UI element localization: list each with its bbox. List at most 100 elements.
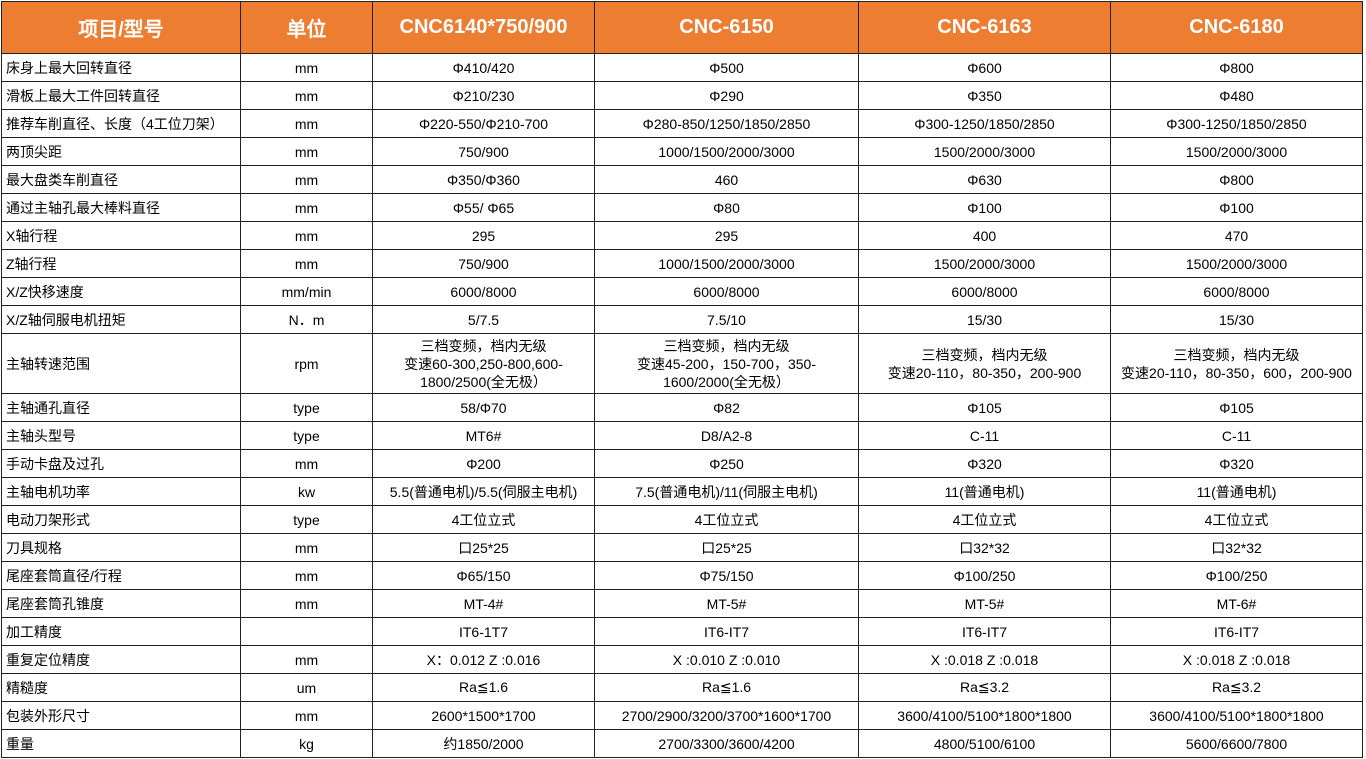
unit-cell[interactable]: mm — [240, 109, 373, 138]
cnc6180-cell[interactable]: Φ800 — [1110, 53, 1363, 82]
item-cell[interactable]: X/Z快移速度 — [1, 277, 241, 306]
item-cell[interactable]: 手动卡盘及过孔 — [1, 449, 241, 478]
cnc6180-cell[interactable]: IT6-IT7 — [1110, 617, 1363, 646]
item-cell[interactable]: 通过主轴孔最大棒料直径 — [1, 193, 241, 222]
cnc6140-cell[interactable]: Φ200 — [372, 449, 595, 478]
cnc6180-cell[interactable]: 三档变频，档内无级 变速20-110，80-350，600，200-900 — [1110, 333, 1363, 394]
header-unit[interactable]: 单位 — [240, 1, 373, 54]
cnc6140-cell[interactable]: 2600*1500*1700 — [372, 701, 595, 730]
cnc6180-cell[interactable]: 3600/4100/5100*1800*1800 — [1110, 701, 1363, 730]
cnc6140-cell[interactable]: 约1850/2000 — [372, 729, 595, 758]
cnc6140-cell[interactable]: MT6# — [372, 421, 595, 450]
cnc6180-cell[interactable]: 1500/2000/3000 — [1110, 137, 1363, 166]
cnc6140-cell[interactable]: IT6-1T7 — [372, 617, 595, 646]
cnc6180-cell[interactable]: Φ300-1250/1850/2850 — [1110, 109, 1363, 138]
header-model-6180[interactable]: CNC-6180 — [1110, 1, 1363, 54]
item-cell[interactable]: 推荐车削直径、长度（4工位刀架） — [1, 109, 241, 138]
item-cell[interactable]: 精糙度 — [1, 673, 241, 702]
cnc6163-cell[interactable]: 口32*32 — [858, 533, 1111, 562]
cnc6180-cell[interactable]: MT-6# — [1110, 589, 1363, 618]
cnc6163-cell[interactable]: IT6-IT7 — [858, 617, 1111, 646]
cnc6180-cell[interactable]: 5600/6600/7800 — [1110, 729, 1363, 758]
cnc6163-cell[interactable]: 15/30 — [858, 305, 1111, 334]
cnc6140-cell[interactable]: 750/900 — [372, 249, 595, 278]
cnc6180-cell[interactable]: C-11 — [1110, 421, 1363, 450]
cnc6150-cell[interactable]: MT-5# — [594, 589, 859, 618]
header-model-6163[interactable]: CNC-6163 — [858, 1, 1111, 54]
cnc6150-cell[interactable]: 7.5(普通电机)/11(伺服主电机) — [594, 477, 859, 506]
cnc6140-cell[interactable]: 口25*25 — [372, 533, 595, 562]
cnc6150-cell[interactable]: 4工位立式 — [594, 505, 859, 534]
cnc6180-cell[interactable]: 11(普通电机) — [1110, 477, 1363, 506]
item-cell[interactable]: 包装外形尺寸 — [1, 701, 241, 730]
cnc6150-cell[interactable]: 1000/1500/2000/3000 — [594, 249, 859, 278]
cnc6150-cell[interactable]: D8/A2-8 — [594, 421, 859, 450]
item-cell[interactable]: Z轴行程 — [1, 249, 241, 278]
unit-cell[interactable]: type — [240, 421, 373, 450]
cnc6140-cell[interactable]: 6000/8000 — [372, 277, 595, 306]
item-cell[interactable]: 主轴通孔直径 — [1, 393, 241, 422]
cnc6150-cell[interactable]: 460 — [594, 165, 859, 194]
cnc6163-cell[interactable]: 4工位立式 — [858, 505, 1111, 534]
item-cell[interactable]: 最大盘类车削直径 — [1, 165, 241, 194]
unit-cell[interactable]: type — [240, 393, 373, 422]
item-cell[interactable]: 重量 — [1, 729, 241, 758]
unit-cell[interactable]: kg — [240, 729, 373, 758]
item-cell[interactable]: 两顶尖距 — [1, 137, 241, 166]
cnc6163-cell[interactable]: MT-5# — [858, 589, 1111, 618]
cnc6150-cell[interactable]: Φ82 — [594, 393, 859, 422]
unit-cell[interactable]: mm/min — [240, 277, 373, 306]
cnc6163-cell[interactable]: Φ630 — [858, 165, 1111, 194]
unit-cell[interactable]: um — [240, 673, 373, 702]
cnc6150-cell[interactable]: 三档变频，档内无级 变速45-200，150-700，350- 1600/200… — [594, 333, 859, 394]
cnc6163-cell[interactable]: Φ100 — [858, 193, 1111, 222]
item-cell[interactable]: 主轴头型号 — [1, 421, 241, 450]
cnc6140-cell[interactable]: 295 — [372, 221, 595, 250]
cnc6140-cell[interactable]: Φ55/ Φ65 — [372, 193, 595, 222]
cnc6163-cell[interactable]: 三档变频，档内无级 变速20-110，80-350，200-900 — [858, 333, 1111, 394]
cnc6140-cell[interactable]: X：0.012 Z :0.016 — [372, 645, 595, 674]
item-cell[interactable]: 重复定位精度 — [1, 645, 241, 674]
unit-cell[interactable]: mm — [240, 53, 373, 82]
cnc6140-cell[interactable]: Ra≦1.6 — [372, 673, 595, 702]
cnc6150-cell[interactable]: Φ500 — [594, 53, 859, 82]
cnc6150-cell[interactable]: Φ75/150 — [594, 561, 859, 590]
cnc6163-cell[interactable]: Φ350 — [858, 81, 1111, 110]
cnc6180-cell[interactable]: 4工位立式 — [1110, 505, 1363, 534]
cnc6180-cell[interactable]: 1500/2000/3000 — [1110, 249, 1363, 278]
item-cell[interactable]: 主轴电机功率 — [1, 477, 241, 506]
cnc6180-cell[interactable]: Ra≦3.2 — [1110, 673, 1363, 702]
cnc6150-cell[interactable]: IT6-IT7 — [594, 617, 859, 646]
cnc6140-cell[interactable]: 5.5(普通电机)/5.5(伺服主电机) — [372, 477, 595, 506]
cnc6150-cell[interactable]: 2700/3300/3600/4200 — [594, 729, 859, 758]
unit-cell[interactable]: rpm — [240, 333, 373, 394]
item-cell[interactable]: 加工精度 — [1, 617, 241, 646]
unit-cell[interactable]: mm — [240, 137, 373, 166]
cnc6150-cell[interactable]: Φ250 — [594, 449, 859, 478]
cnc6180-cell[interactable]: Φ480 — [1110, 81, 1363, 110]
item-cell[interactable]: 床身上最大回转直径 — [1, 53, 241, 82]
unit-cell[interactable]: type — [240, 505, 373, 534]
item-cell[interactable]: X轴行程 — [1, 221, 241, 250]
cnc6150-cell[interactable]: 295 — [594, 221, 859, 250]
unit-cell[interactable]: mm — [240, 561, 373, 590]
cnc6163-cell[interactable]: Ra≦3.2 — [858, 673, 1111, 702]
cnc6180-cell[interactable]: Φ100/250 — [1110, 561, 1363, 590]
cnc6180-cell[interactable]: X :0.018 Z :0.018 — [1110, 645, 1363, 674]
unit-cell[interactable] — [240, 617, 373, 646]
unit-cell[interactable]: mm — [240, 249, 373, 278]
cnc6163-cell[interactable]: Φ600 — [858, 53, 1111, 82]
cnc6150-cell[interactable]: 2700/2900/3200/3700*1600*1700 — [594, 701, 859, 730]
cnc6180-cell[interactable]: 15/30 — [1110, 305, 1363, 334]
unit-cell[interactable]: mm — [240, 165, 373, 194]
cnc6180-cell[interactable]: Φ105 — [1110, 393, 1363, 422]
cnc6140-cell[interactable]: MT-4# — [372, 589, 595, 618]
cnc6163-cell[interactable]: 3600/4100/5100*1800*1800 — [858, 701, 1111, 730]
header-item[interactable]: 项目/型号 — [1, 1, 241, 54]
cnc6150-cell[interactable]: Φ80 — [594, 193, 859, 222]
cnc6140-cell[interactable]: Φ410/420 — [372, 53, 595, 82]
cnc6140-cell[interactable]: Φ65/150 — [372, 561, 595, 590]
cnc6163-cell[interactable]: Φ320 — [858, 449, 1111, 478]
cnc6163-cell[interactable]: 6000/8000 — [858, 277, 1111, 306]
cnc6150-cell[interactable]: 6000/8000 — [594, 277, 859, 306]
